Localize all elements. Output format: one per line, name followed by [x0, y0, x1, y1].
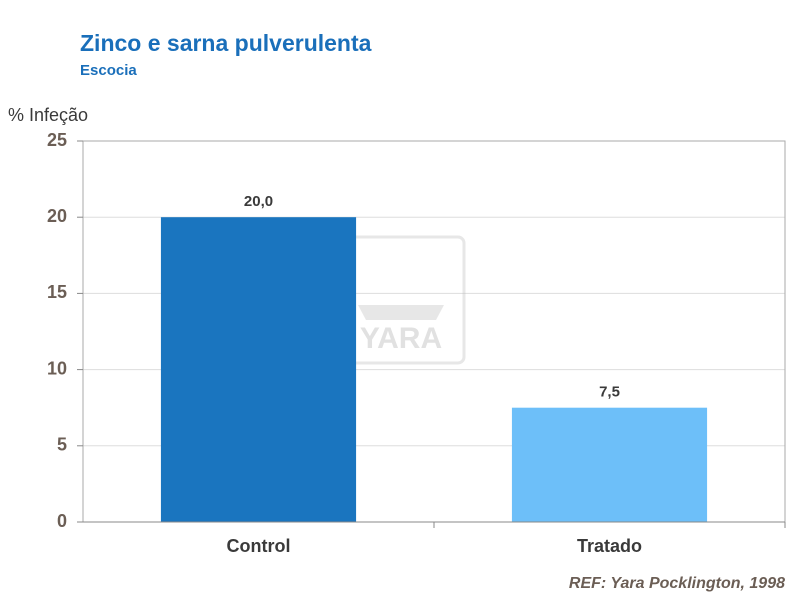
value-label: 20,0	[244, 193, 273, 210]
reference: REF: Yara Pocklington, 1998	[569, 575, 785, 592]
y-tick-label: 0	[57, 511, 67, 531]
y-tick-label: 15	[47, 282, 67, 302]
chart-title: Zinco e sarna pulverulenta	[80, 30, 372, 56]
y-axis-label: % Infeção	[8, 105, 88, 125]
y-tick-label: 25	[47, 130, 67, 150]
value-label: 7,5	[599, 384, 620, 401]
y-tick-label: 5	[57, 435, 67, 455]
bar	[160, 217, 357, 522]
x-tick-label: Tratado	[577, 536, 642, 556]
x-tick-label: Control	[227, 536, 291, 556]
bar	[511, 407, 708, 522]
watermark-logo: YARA	[336, 235, 466, 365]
y-tick-label: 20	[47, 206, 67, 226]
chart-subtitle: Escocia	[80, 62, 137, 79]
y-tick-label: 10	[47, 358, 67, 378]
watermark-ship	[358, 305, 444, 320]
watermark-text: YARA	[360, 322, 442, 355]
